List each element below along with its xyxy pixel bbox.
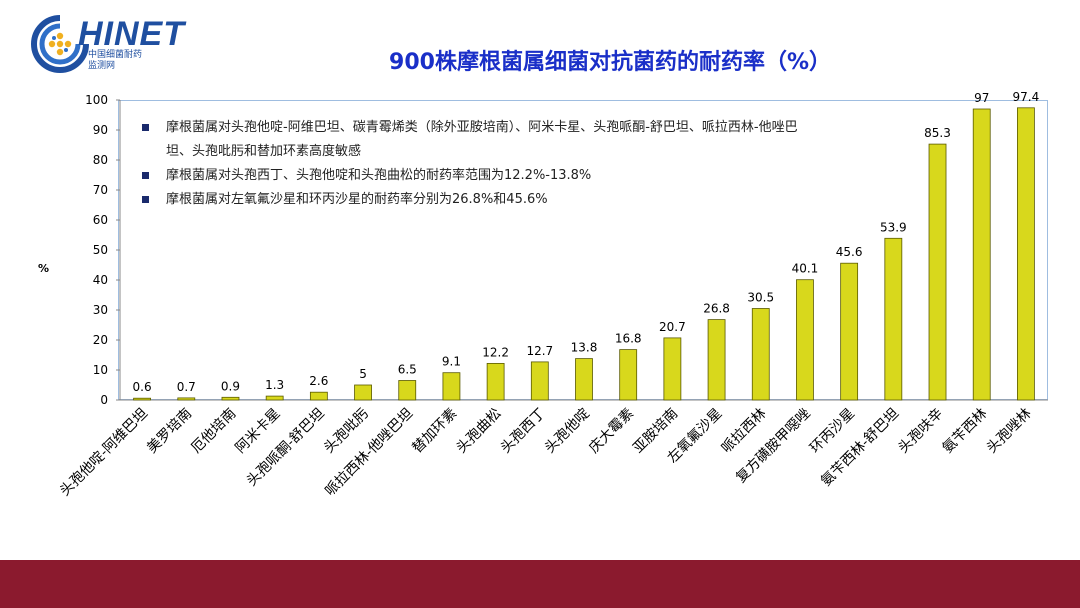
bar bbox=[751, 308, 770, 401]
x-tick-label: 头孢曲松 bbox=[454, 406, 505, 457]
x-tick-label: 替加环素 bbox=[409, 406, 460, 457]
y-tick-label: 60 bbox=[93, 213, 108, 227]
bar bbox=[840, 262, 859, 401]
bar bbox=[398, 380, 417, 401]
data-label: 6.5 bbox=[398, 363, 417, 377]
bar bbox=[177, 397, 196, 401]
bar bbox=[486, 362, 505, 401]
data-label: 85.3 bbox=[924, 126, 951, 140]
data-label: 40.1 bbox=[792, 262, 819, 276]
note-text: 摩根菌属对头孢他啶-阿维巴坦、碳青霉烯类（除外亚胺培南）、阿米卡星、头孢哌酮-舒… bbox=[166, 120, 798, 159]
x-tick-label: 头孢他啶 bbox=[542, 406, 593, 457]
x-tick-label: 头孢他啶-阿维巴坦 bbox=[57, 406, 151, 500]
x-tick-label: 头孢哌酮-舒巴坦 bbox=[243, 405, 328, 490]
y-tick-label: 80 bbox=[93, 153, 108, 167]
y-tick-label: 10 bbox=[93, 363, 108, 377]
x-tick-label: 头孢唑林 bbox=[984, 406, 1035, 457]
x-tick-label: 头孢西丁 bbox=[498, 406, 549, 457]
y-tick-label: 40 bbox=[93, 273, 108, 287]
logo-subtitle-net: 监测网 bbox=[88, 61, 116, 71]
data-label: 30.5 bbox=[747, 291, 774, 305]
square-bullet-icon bbox=[142, 196, 149, 203]
x-tick-label: 氨苄西林-舒巴坦 bbox=[818, 406, 902, 490]
square-bullet-icon bbox=[142, 124, 149, 131]
y-tick-label: 90 bbox=[93, 123, 108, 137]
bar bbox=[354, 384, 372, 401]
bar bbox=[619, 349, 638, 401]
data-label: 9.1 bbox=[442, 355, 461, 369]
data-label: 12.7 bbox=[526, 344, 553, 358]
bar bbox=[575, 358, 593, 401]
data-label: 2.6 bbox=[309, 374, 328, 388]
bar bbox=[265, 395, 284, 401]
y-tick-label: 0 bbox=[100, 393, 108, 407]
data-label: 12.2 bbox=[482, 345, 509, 359]
note-text: 摩根菌属对头孢西丁、头孢他啶和头孢曲松的耐药率范围为12.2%-13.8% bbox=[166, 168, 592, 183]
x-tick-label: 美罗培南 bbox=[144, 406, 195, 457]
bar-chart: 0 10 20 30 40 50 60 70 80 90 100 0.6 头孢他啶-阿维巴坦 0.7 美罗培… bbox=[57, 90, 1048, 500]
data-label: 1.3 bbox=[265, 378, 284, 392]
data-label: 0.7 bbox=[177, 380, 196, 394]
bar bbox=[1017, 107, 1035, 401]
note-item: 摩根菌属对头孢他啶-阿维巴坦、碳青霉烯类（除外亚胺培南）、阿米卡星、头孢哌酮-舒… bbox=[140, 116, 820, 164]
x-tick-label: 庆大霉素 bbox=[586, 406, 637, 457]
square-bullet-icon bbox=[142, 172, 149, 179]
notes-box: 摩根菌属对头孢他啶-阿维巴坦、碳青霉烯类（除外亚胺培南）、阿米卡星、头孢哌酮-舒… bbox=[140, 116, 820, 212]
chart-title: 900株摩根菌属细菌对抗菌药的耐药率（%） bbox=[389, 50, 831, 75]
bar bbox=[884, 237, 903, 401]
bar bbox=[928, 143, 947, 401]
bar bbox=[221, 396, 240, 401]
data-label: 53.9 bbox=[880, 220, 907, 234]
data-label: 26.8 bbox=[703, 302, 730, 316]
data-label: 45.6 bbox=[836, 245, 863, 259]
y-axis-label: % bbox=[38, 262, 50, 275]
x-tick-label: 氨苄西林 bbox=[940, 406, 991, 457]
bar bbox=[133, 397, 151, 401]
y-tick-label: 70 bbox=[93, 183, 108, 197]
bar bbox=[796, 279, 814, 401]
data-label: 0.6 bbox=[133, 380, 152, 394]
hinet-logo: HINET 中国细菌耐药 监测网 bbox=[30, 14, 190, 74]
bar bbox=[442, 372, 461, 401]
data-label: 97.4 bbox=[1013, 90, 1040, 104]
logo-title: HINET bbox=[78, 15, 185, 53]
bar bbox=[309, 391, 328, 401]
note-item: 摩根菌属对头孢西丁、头孢他啶和头孢曲松的耐药率范围为12.2%-13.8% bbox=[140, 164, 820, 188]
logo-subtitle-cn: 中国细菌耐药 bbox=[88, 50, 143, 60]
globe-icon bbox=[31, 15, 89, 73]
bar bbox=[663, 337, 682, 401]
data-label: 20.7 bbox=[659, 320, 686, 334]
data-label: 13.8 bbox=[571, 341, 598, 355]
y-tick-label: 30 bbox=[93, 303, 108, 317]
x-tick-label: 厄他培南 bbox=[188, 406, 239, 457]
data-label: 5 bbox=[359, 367, 367, 381]
note-text: 摩根菌属对左氧氟沙星和环丙沙星的耐药率分别为26.8%和45.6% bbox=[166, 192, 548, 207]
note-item: 摩根菌属对左氧氟沙星和环丙沙星的耐药率分别为26.8%和45.6% bbox=[140, 188, 820, 212]
data-label: 16.8 bbox=[615, 332, 642, 346]
bar bbox=[707, 319, 726, 401]
x-tick-label: 复方磺胺甲噁唑 bbox=[732, 405, 813, 486]
x-tick-label: 头孢呋辛 bbox=[895, 406, 946, 457]
data-label: 0.9 bbox=[221, 379, 240, 393]
y-tick-label: 100 bbox=[85, 93, 108, 107]
bar bbox=[530, 361, 549, 401]
data-label: 97 bbox=[974, 91, 989, 105]
y-tick-label: 50 bbox=[93, 243, 108, 257]
y-tick-label: 20 bbox=[93, 333, 108, 347]
footer-bar bbox=[0, 560, 1080, 608]
bar bbox=[972, 108, 991, 401]
